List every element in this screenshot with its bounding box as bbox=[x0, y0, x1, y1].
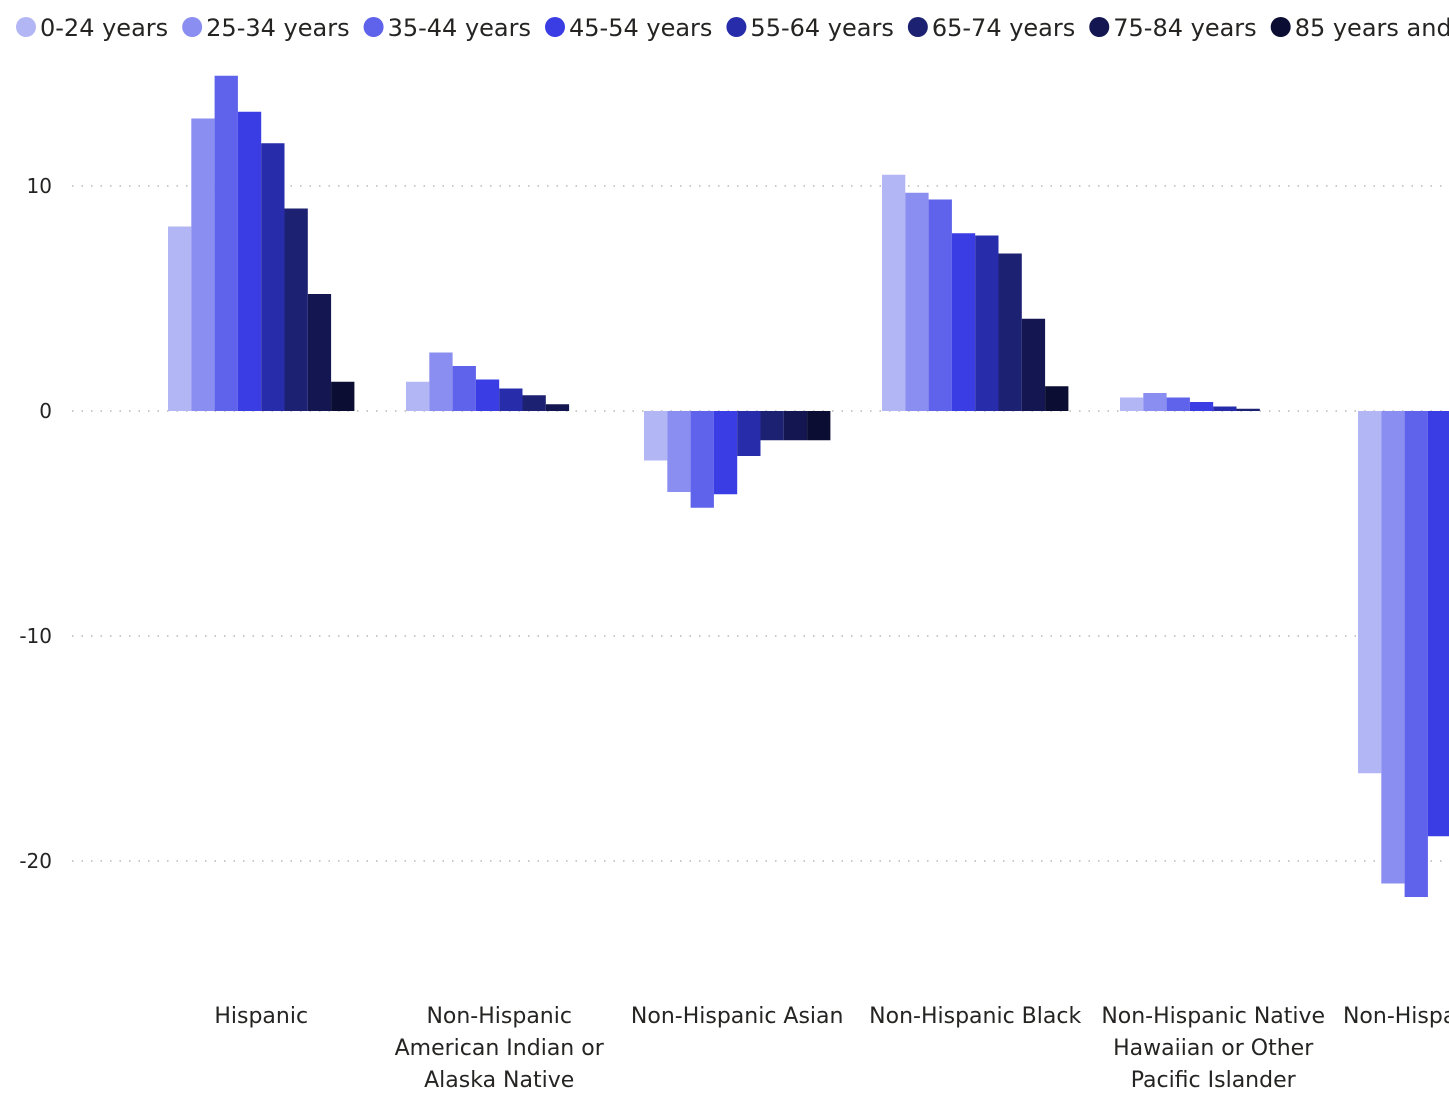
bar[interactable] bbox=[1120, 397, 1144, 412]
legend-label[interactable]: 0-24 years bbox=[40, 14, 168, 42]
bar[interactable] bbox=[783, 411, 808, 441]
x-tick-label-line: Non-Hispanic Black bbox=[869, 1004, 1081, 1029]
bar[interactable] bbox=[807, 411, 831, 441]
bar[interactable] bbox=[975, 235, 999, 412]
bar[interactable] bbox=[1166, 397, 1190, 412]
bars bbox=[168, 75, 1449, 897]
bar[interactable] bbox=[1236, 408, 1260, 411]
x-tick-label-line: Non-Hispanic Native bbox=[1101, 1004, 1325, 1029]
legend-label[interactable]: 85 years and over bbox=[1295, 14, 1449, 42]
bar[interactable] bbox=[331, 381, 355, 411]
bar[interactable] bbox=[905, 192, 929, 411]
bar[interactable] bbox=[168, 226, 192, 412]
bar[interactable] bbox=[1045, 386, 1069, 411]
y-tick-label: 10 bbox=[27, 174, 52, 198]
bar[interactable] bbox=[1213, 406, 1237, 412]
x-tick-label-line: Non-Hispanic Asian bbox=[631, 1004, 844, 1029]
bar[interactable] bbox=[737, 411, 761, 456]
legend: 0-24 years 25-34 years 35-44 years 45-54 ye… bbox=[16, 14, 1449, 42]
bar[interactable] bbox=[284, 208, 308, 412]
bar[interactable] bbox=[760, 411, 784, 441]
y-tick-label: 0 bbox=[39, 399, 52, 423]
legend-marker[interactable] bbox=[182, 17, 203, 37]
y-tick-label: -10 bbox=[19, 624, 52, 648]
bar[interactable] bbox=[237, 111, 262, 411]
bar[interactable] bbox=[690, 411, 714, 508]
bar[interactable] bbox=[406, 381, 430, 411]
x-tick-label: Non-Hispanic American Indian or Alaska Nat… bbox=[395, 1004, 605, 1093]
bar[interactable] bbox=[882, 174, 906, 411]
y-axis: 10 0 -10 -20 bbox=[19, 174, 52, 873]
bar[interactable] bbox=[522, 395, 546, 411]
x-tick-label: Non-Hispanic Black bbox=[869, 1004, 1081, 1029]
bar[interactable] bbox=[1427, 411, 1449, 837]
legend-marker[interactable] bbox=[726, 17, 747, 37]
bar[interactable] bbox=[452, 366, 476, 411]
bar[interactable] bbox=[499, 388, 523, 412]
legend-label[interactable]: 35-44 years bbox=[388, 14, 531, 42]
legend-marker[interactable] bbox=[1089, 17, 1110, 37]
legend-label[interactable]: 65-74 years bbox=[932, 14, 1075, 42]
x-tick-label-line: Hawaiian or Other bbox=[1113, 1036, 1314, 1061]
bar[interactable] bbox=[998, 253, 1022, 412]
legend-marker[interactable] bbox=[545, 17, 565, 37]
bar[interactable] bbox=[475, 379, 500, 412]
x-tick-label-line: Pacific Islander bbox=[1131, 1068, 1297, 1093]
bar[interactable] bbox=[214, 75, 238, 411]
legend-label[interactable]: 45-54 years bbox=[569, 14, 712, 42]
bar[interactable] bbox=[191, 118, 215, 412]
bar[interactable] bbox=[928, 199, 952, 412]
legend-label[interactable]: 25-34 years bbox=[206, 14, 349, 42]
bar[interactable] bbox=[1381, 411, 1405, 884]
bar[interactable] bbox=[644, 411, 668, 461]
x-tick-label-line: American Indian or bbox=[395, 1036, 605, 1061]
x-tick-label: Non-Hispanic Asian bbox=[631, 1004, 844, 1029]
bar[interactable] bbox=[1358, 411, 1382, 774]
bar[interactable] bbox=[1143, 393, 1167, 411]
x-tick-label-line: Non-Hispanic bbox=[426, 1004, 572, 1029]
bar[interactable] bbox=[429, 352, 453, 412]
x-tick-label-line: Hispanic bbox=[214, 1004, 308, 1029]
x-tick-label-line: Alaska Native bbox=[424, 1068, 574, 1093]
x-tick-label: Non-Hispanic Native Hawaiian or Other Paci… bbox=[1101, 1004, 1325, 1093]
bar[interactable] bbox=[713, 411, 738, 495]
x-tick-label-line: Non-Hispanic White bbox=[1343, 1004, 1449, 1029]
legend-marker[interactable] bbox=[1270, 17, 1291, 37]
legend-marker[interactable] bbox=[363, 17, 384, 37]
bar[interactable] bbox=[1189, 402, 1214, 411]
x-axis: Hispanic Non-Hispanic American Indian or Al… bbox=[214, 1004, 1449, 1093]
bar[interactable] bbox=[667, 411, 691, 492]
x-tick-label: Hispanic bbox=[214, 1004, 308, 1029]
bar[interactable] bbox=[1404, 411, 1428, 897]
bar[interactable] bbox=[261, 143, 285, 411]
legend-label[interactable]: 55-64 years bbox=[750, 14, 893, 42]
legend-marker[interactable] bbox=[907, 17, 928, 37]
bar[interactable] bbox=[1021, 318, 1046, 411]
legend-label[interactable]: 75-84 years bbox=[1113, 14, 1256, 42]
bar[interactable] bbox=[951, 233, 976, 411]
bar[interactable] bbox=[307, 294, 332, 411]
bar[interactable] bbox=[545, 404, 570, 411]
y-tick-label: -20 bbox=[19, 849, 52, 873]
legend-marker[interactable] bbox=[16, 17, 36, 37]
x-tick-label: Non-Hispanic White bbox=[1343, 1004, 1449, 1029]
